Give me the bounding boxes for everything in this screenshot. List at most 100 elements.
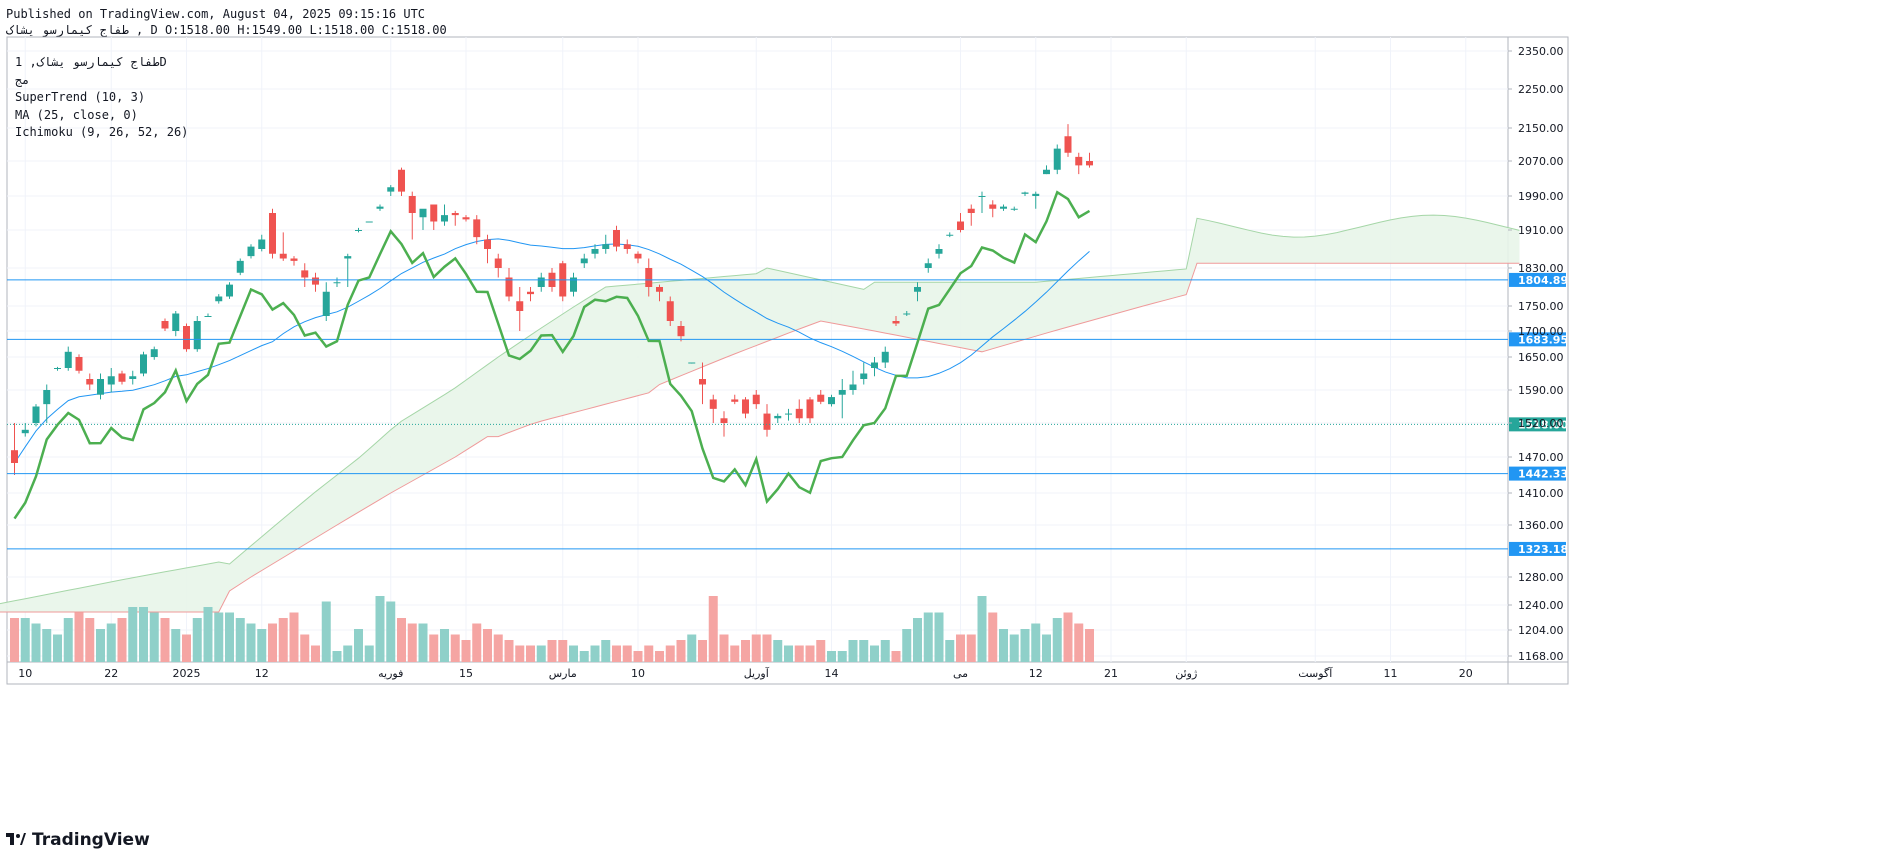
legend-ma[interactable]: MA (25, close, 0) (15, 107, 138, 122)
volume-bar (257, 629, 267, 662)
legend-supertrend[interactable]: SuperTrend (10, 3) (15, 90, 146, 104)
y-tick-label: 1750.00 (1518, 300, 1564, 313)
price-tag-label: 1442.33 (1518, 468, 1568, 481)
volume-bar (10, 618, 19, 662)
volume-bar (483, 629, 492, 662)
legend-ichimoku[interactable]: Ichimoku (9, 26, 52, 26) (15, 125, 189, 139)
candle-body (1010, 208, 1018, 210)
candle-body (355, 230, 362, 231)
candle-body (398, 169, 405, 192)
candle (1043, 165, 1050, 175)
volume-bar (235, 618, 245, 662)
volume-bar (870, 645, 879, 662)
candle-body (462, 217, 470, 220)
candle-body (591, 249, 599, 254)
candle-body (64, 351, 72, 368)
tradingview-brand: TradingView (32, 830, 150, 850)
volume-bar (827, 651, 836, 662)
x-tick-label: فوریه (378, 667, 403, 680)
candle-body (215, 296, 223, 302)
candle (570, 272, 577, 297)
candle (204, 313, 212, 317)
volume-bar (85, 618, 95, 662)
candle-body (333, 282, 341, 284)
volume-bar (1074, 623, 1084, 662)
candle-body (505, 277, 513, 297)
volume-bar (891, 651, 901, 662)
y-tick-label: 1910.00 (1518, 224, 1564, 237)
candle (11, 423, 18, 475)
candle-body (806, 399, 814, 419)
candle-body (967, 208, 975, 213)
candle (914, 282, 921, 302)
volume-bar (429, 634, 439, 662)
candle (742, 397, 749, 419)
volume-bar (311, 645, 320, 662)
candle (849, 370, 857, 395)
candle (817, 390, 825, 405)
candle (656, 284, 663, 302)
x-tick-label: 21 (1104, 667, 1118, 680)
y-tick-label: 1410.00 (1518, 487, 1564, 500)
candle (623, 239, 631, 254)
candle-body (1053, 148, 1061, 170)
volume-bar (622, 645, 632, 662)
y-tick-label: 1830.00 (1518, 262, 1564, 275)
volume-bar (762, 634, 772, 662)
tradingview-logo[interactable]: TradingView (6, 830, 150, 850)
ichimoku-span-b (0, 262, 1520, 613)
volume-bar (923, 612, 933, 662)
x-tick-label: 15 (459, 667, 473, 680)
candle-body (1021, 192, 1029, 194)
volume-bar (332, 651, 342, 662)
volume-bar (633, 651, 643, 662)
candle (785, 408, 792, 421)
candle-body (376, 206, 384, 209)
volume-bar (268, 623, 277, 662)
x-tick-label: 20 (1459, 667, 1473, 680)
candle-body (817, 394, 825, 402)
candle (1086, 152, 1093, 168)
y-tick-label: 2350.00 (1518, 45, 1564, 58)
volume-bar (450, 634, 460, 662)
candle-body (677, 326, 685, 337)
volume-bar (203, 607, 213, 662)
candle-body (11, 450, 18, 463)
volume-bar (773, 640, 783, 662)
volume-bar (74, 612, 84, 662)
volume-bar (902, 629, 912, 662)
volume-bar (182, 634, 191, 662)
candle (290, 256, 298, 266)
volume-bar (1052, 618, 1062, 662)
y-tick-label: 1168.00 (1518, 650, 1564, 663)
volume-bar (53, 634, 62, 662)
legend-symbol[interactable]: ﻁﻔﺎﺝ ﮐﯿﻤﺎﺭﺳﻮ ﯾﺸﺎﮎ, 1D (15, 55, 167, 69)
candle-body (527, 291, 534, 295)
candle (365, 221, 373, 223)
candle (398, 167, 405, 196)
volume-bar (644, 645, 654, 662)
candle-body (183, 326, 190, 350)
candle (946, 232, 954, 238)
candle-body (21, 429, 29, 434)
candle-body (828, 397, 835, 405)
candle-body (161, 321, 169, 329)
candle (344, 253, 352, 287)
candle (86, 373, 94, 390)
candle (419, 208, 427, 230)
chart-header: Published on TradingView.com, August 04,… (6, 6, 447, 38)
candle-body (924, 263, 932, 268)
volume-bar (96, 629, 105, 662)
volume-bar (913, 618, 922, 662)
candle (527, 287, 534, 302)
chart-legend: ﻁﻔﺎﺝ ﮐﯿﻤﺎﺭﺳﻮ ﯾﺸﺎﮎ, 1D ﻣﺞ SuperTrend (10,… (15, 54, 188, 142)
candle (333, 277, 341, 287)
candle (183, 323, 190, 352)
candle (881, 346, 889, 368)
volume-bar (375, 596, 385, 662)
volume-bar (977, 596, 987, 662)
y-tick-label: 1240.00 (1518, 599, 1564, 612)
candle (97, 373, 104, 400)
candle-body (881, 351, 889, 363)
